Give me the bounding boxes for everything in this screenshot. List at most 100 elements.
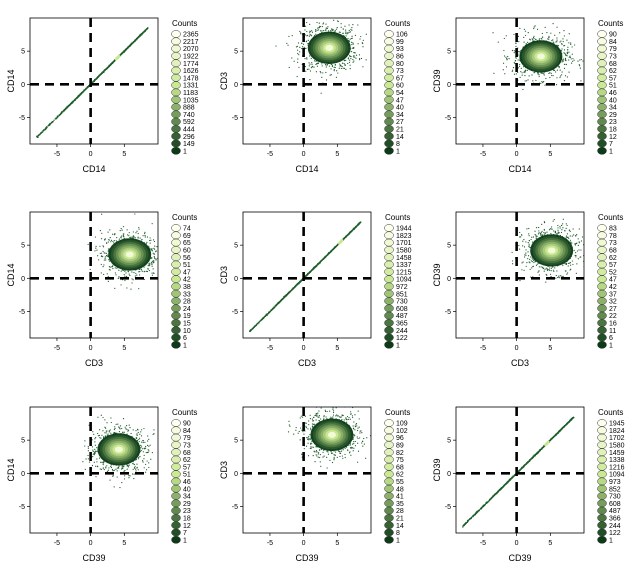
data-point	[530, 238, 532, 241]
data-point	[348, 61, 351, 63]
data-point	[569, 261, 571, 264]
data-point	[349, 31, 352, 33]
data-point	[139, 270, 141, 273]
data-point	[360, 57, 363, 60]
density-points	[275, 19, 367, 94]
data-point	[101, 232, 103, 234]
data-point	[120, 270, 122, 272]
legend-swatch	[384, 275, 394, 283]
data-point	[536, 263, 539, 265]
x-tick-label: -5	[480, 345, 486, 352]
x-tick-label: 5	[548, 151, 552, 158]
data-point	[553, 270, 555, 273]
data-point	[123, 274, 125, 276]
data-point	[559, 41, 561, 43]
legend-label: 73	[396, 68, 404, 75]
legend-swatch	[171, 44, 181, 53]
data-point	[543, 231, 545, 234]
data-point	[566, 76, 568, 78]
data-point	[110, 465, 112, 468]
legend-swatch	[597, 117, 607, 126]
data-point	[135, 272, 137, 275]
legend-label: 122	[396, 335, 408, 342]
y-tick-label: 0	[21, 276, 25, 283]
data-point	[553, 230, 555, 232]
legend-swatch	[171, 304, 181, 313]
data-point	[128, 477, 130, 479]
legend-label: 51	[609, 83, 617, 90]
data-point	[551, 74, 553, 77]
data-point	[353, 55, 355, 57]
data-point	[316, 29, 318, 31]
data-point	[579, 59, 581, 61]
legend-label: 851	[396, 291, 408, 298]
data-point	[119, 229, 121, 232]
panel-5: -5 0 5-505CD3CD3Counts19441823170115801458…	[219, 211, 412, 368]
data-point	[525, 249, 527, 251]
data-point	[556, 39, 558, 41]
data-point	[541, 32, 543, 35]
y-tick-label: 5	[447, 243, 451, 250]
legend-label: 46	[609, 90, 617, 97]
legend-label: 79	[609, 46, 617, 53]
data-point	[513, 33, 515, 36]
density-points	[87, 213, 158, 290]
data-point	[85, 458, 87, 460]
data-point	[553, 69, 556, 71]
data-point	[139, 433, 141, 435]
data-point	[563, 29, 565, 32]
data-point	[118, 426, 120, 428]
data-point	[99, 252, 101, 255]
data-point	[540, 231, 542, 234]
data-point	[264, 315, 267, 317]
data-point	[563, 52, 565, 54]
data-point	[531, 241, 534, 243]
data-point	[574, 243, 576, 245]
data-point	[121, 229, 123, 231]
data-point	[334, 30, 336, 32]
data-point	[557, 276, 559, 279]
data-point	[528, 240, 531, 242]
legend-swatch	[384, 282, 394, 291]
data-point	[275, 45, 277, 47]
data-point	[121, 427, 123, 430]
data-point	[537, 271, 539, 273]
data-point	[550, 226, 553, 228]
data-point	[144, 235, 146, 237]
data-point	[558, 66, 560, 68]
data-point	[520, 71, 522, 73]
data-point	[570, 42, 572, 44]
legend-label: 149	[183, 141, 195, 148]
data-point	[530, 260, 532, 262]
data-point	[343, 63, 346, 65]
data-point	[136, 463, 138, 465]
data-point	[543, 73, 545, 75]
data-point	[544, 84, 546, 86]
legend-title: Counts	[598, 213, 623, 222]
legend-swatch	[384, 253, 394, 262]
data-point	[287, 44, 289, 46]
data-point	[508, 58, 510, 60]
data-point	[565, 54, 567, 57]
data-point	[552, 266, 554, 268]
data-point	[557, 229, 559, 231]
data-point	[571, 260, 573, 262]
legend-label: 1823	[396, 233, 412, 240]
data-point	[345, 35, 347, 37]
data-point	[149, 444, 151, 446]
data-point	[309, 32, 311, 34]
legend-swatch	[171, 59, 181, 68]
data-point	[100, 255, 103, 257]
data-point	[142, 448, 144, 450]
data-point	[304, 29, 306, 31]
data-point	[150, 257, 153, 259]
data-point	[313, 66, 315, 68]
legend-swatch	[171, 37, 181, 46]
data-point	[340, 26, 342, 28]
legend-swatch	[384, 326, 394, 335]
data-point	[532, 258, 534, 260]
legend-swatch	[171, 246, 181, 254]
data-point	[587, 284, 588, 285]
data-point	[541, 81, 543, 83]
legend-swatch	[384, 59, 394, 68]
